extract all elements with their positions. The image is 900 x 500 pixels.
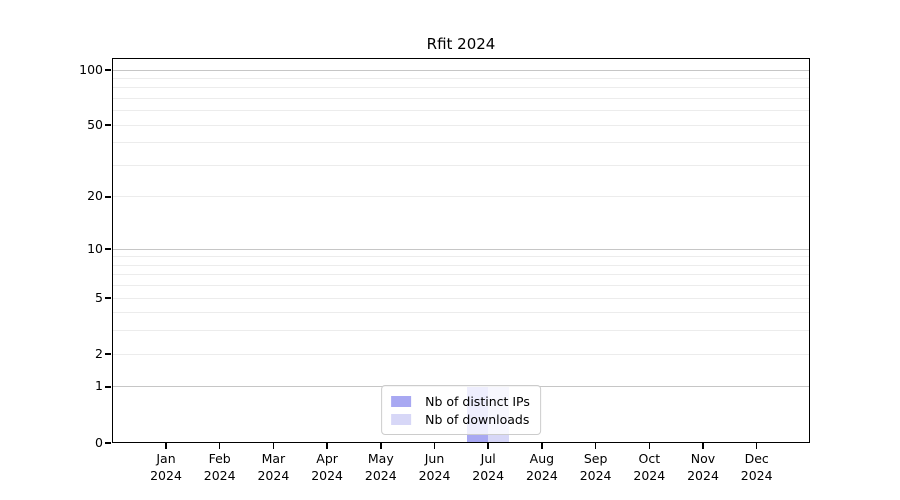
minor-gridline xyxy=(112,196,810,198)
y-tick xyxy=(105,69,111,71)
y-tick xyxy=(105,386,111,388)
legend-label-downloads: Nb of downloads xyxy=(425,411,530,427)
x-tick-label: Jun 2024 xyxy=(418,451,451,483)
x-tick-label: Nov 2024 xyxy=(687,451,719,483)
y-tick-label: 0 xyxy=(95,434,103,450)
y-tick xyxy=(105,353,111,355)
plot-area: Nb of distinct IPs Nb of downloads xyxy=(112,58,810,443)
x-tick-label: Feb 2024 xyxy=(203,451,236,483)
x-tick xyxy=(541,443,543,449)
major-gridline xyxy=(112,69,810,71)
x-tick-label: Jan 2024 xyxy=(150,451,182,483)
x-tick xyxy=(272,443,275,449)
y-tick xyxy=(105,196,111,198)
y-tick-label: 20 xyxy=(87,188,103,204)
y-tick-label: 1 xyxy=(95,378,103,394)
minor-gridline xyxy=(112,312,810,314)
minor-gridline xyxy=(112,97,810,99)
x-tick-label: Mar 2024 xyxy=(257,451,290,483)
legend-item-downloads: Nb of downloads xyxy=(391,411,530,427)
legend-item-distinct-ips: Nb of distinct IPs xyxy=(391,393,530,409)
x-tick xyxy=(218,443,221,449)
minor-gridline xyxy=(112,353,810,355)
x-tick-label: Apr 2024 xyxy=(311,451,343,483)
minor-gridline xyxy=(112,256,810,258)
y-tick xyxy=(105,124,111,126)
legend-swatch-downloads-icon xyxy=(391,413,412,425)
minor-gridline xyxy=(112,77,810,79)
x-tick-label: Aug 2024 xyxy=(525,451,558,483)
x-tick xyxy=(487,443,489,449)
major-gridline xyxy=(112,248,810,250)
x-tick-label: Sep 2024 xyxy=(579,451,612,483)
minor-gridline xyxy=(112,330,810,332)
legend: Nb of distinct IPs Nb of downloads xyxy=(381,385,541,435)
x-tick xyxy=(755,443,758,449)
chart-title: Rfit 2024 xyxy=(426,35,496,53)
minor-gridline xyxy=(112,274,810,276)
minor-gridline xyxy=(112,110,810,112)
minor-gridline xyxy=(112,164,810,166)
x-tick-label: Jul 2024 xyxy=(472,451,505,483)
minor-gridline xyxy=(112,87,810,89)
x-tick-label: May 2024 xyxy=(364,451,397,483)
minor-gridline xyxy=(112,264,810,266)
y-tick xyxy=(105,248,111,250)
x-tick xyxy=(380,443,382,449)
minor-gridline xyxy=(112,285,810,287)
y-tick-label: 50 xyxy=(87,116,103,132)
x-tick-label: Oct 2024 xyxy=(633,451,666,483)
x-tick xyxy=(648,443,651,449)
y-tick-label: 2 xyxy=(95,345,103,361)
x-tick xyxy=(165,443,167,449)
x-tick xyxy=(433,443,436,449)
legend-label-distinct-ips: Nb of distinct IPs xyxy=(425,393,530,409)
y-tick-label: 5 xyxy=(95,289,103,305)
y-tick xyxy=(105,297,111,299)
minor-gridline xyxy=(112,142,810,144)
minor-gridline xyxy=(112,124,810,126)
x-tick xyxy=(326,443,328,449)
x-tick-label: Dec 2024 xyxy=(740,451,773,483)
y-tick xyxy=(105,442,111,444)
minor-gridline xyxy=(112,297,810,299)
x-tick xyxy=(594,443,597,449)
y-tick-label: 10 xyxy=(87,240,103,256)
y-tick-label: 100 xyxy=(79,61,103,77)
x-tick xyxy=(702,443,704,449)
legend-swatch-distinct-ips-icon xyxy=(391,395,412,407)
